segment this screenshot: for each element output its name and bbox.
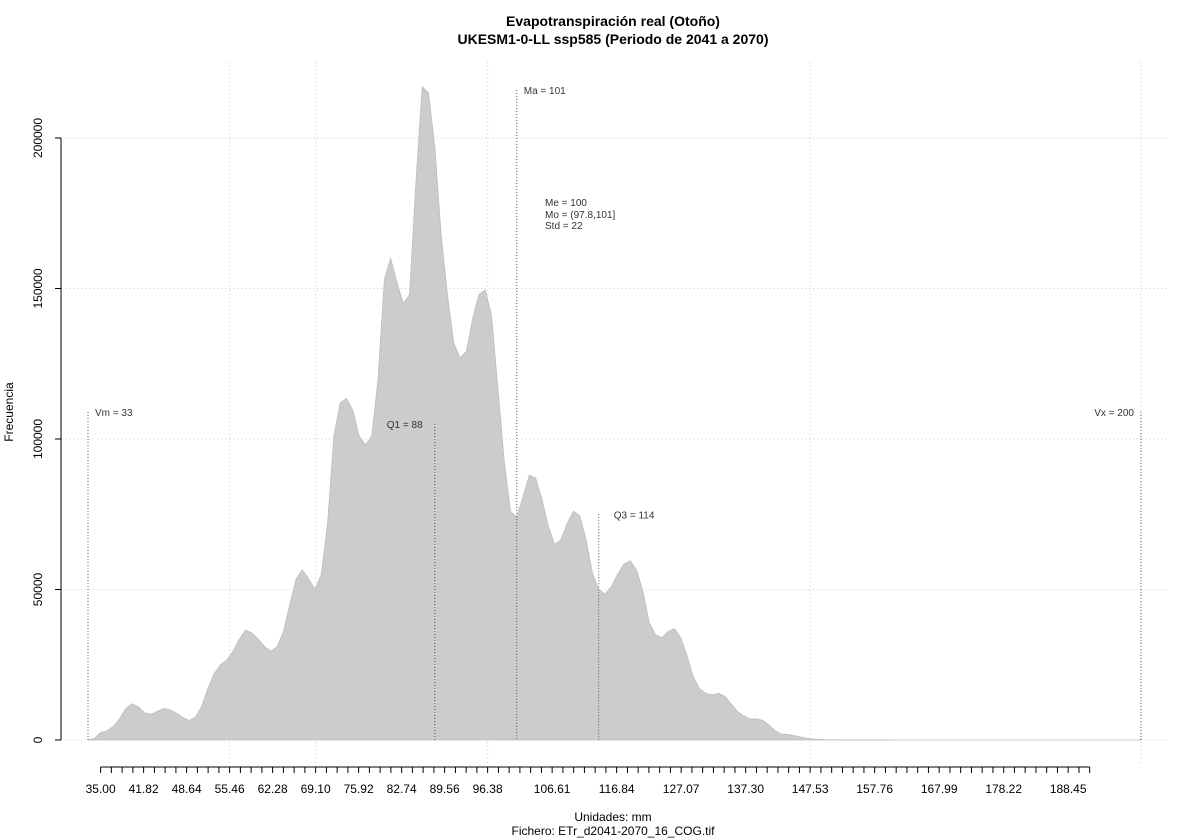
y-tick-label: 100000: [31, 419, 45, 459]
x-axis-label: Unidades: mm: [574, 810, 651, 824]
stat-std: Std = 22: [545, 221, 583, 232]
x-tick-label: 35.00: [86, 782, 116, 796]
x-tick-label: 55.46: [215, 782, 245, 796]
x-tick-label: 116.84: [599, 782, 635, 796]
x-tick-label: 178.22: [985, 782, 1022, 796]
stat-mode: Mo = (97.8,101]: [545, 210, 616, 221]
x-tick-label: 62.28: [258, 782, 288, 796]
x-tick-label: 75.92: [344, 782, 374, 796]
x-tick-label: 96.38: [473, 782, 503, 796]
x-tick-label: 188.45: [1050, 782, 1087, 796]
density-area-shape: [87, 85, 1141, 741]
marker-lines: Vm = 33 Q1 = 88 Ma = 101 Q3 = 114 Vx = 200: [87, 86, 1142, 740]
y-tick-label: 200000: [31, 118, 45, 158]
marker-label: Vm = 33: [95, 408, 133, 419]
x-tick-label: 157.76: [856, 782, 893, 796]
x-tick-label: 82.74: [387, 782, 417, 796]
x-tick-label: 69.10: [301, 782, 331, 796]
x-tick-label: 127.07: [663, 782, 700, 796]
y-tick-label: 50000: [31, 572, 45, 606]
x-tick-label: 167.99: [921, 782, 958, 796]
y-axis-label: Frecuencia: [2, 382, 16, 442]
file-caption: Fichero: ETr_d2041-2070_16_COG.tif: [512, 824, 716, 838]
density-area: [87, 85, 1141, 741]
marker-label: Q3 = 114: [614, 510, 655, 521]
stat-median: Me = 100: [545, 198, 587, 209]
x-tick-label: 147.53: [792, 782, 829, 796]
y-tick-label: 150000: [31, 268, 45, 308]
y-tick-label: 0: [31, 736, 45, 743]
x-tick-label: 41.82: [129, 782, 159, 796]
chart-subtitle: UKESM1-0-LL ssp585 (Periodo de 2041 a 20…: [458, 31, 769, 47]
marker-label: Ma = 101: [524, 86, 566, 97]
x-tick-label: 106.61: [534, 782, 571, 796]
x-axis: 35.00 41.82 48.64 55.46 62.28 69.10 75.92 82.74…: [86, 766, 1091, 796]
chart-title: Evapotranspiración real (Otoño): [506, 13, 720, 29]
marker-label: Vx = 200: [1094, 408, 1134, 419]
y-axis: 0 50000 100000 150000 200000: [31, 118, 62, 743]
stats-annotation: Me = 100 Mo = (97.8,101] Std = 22: [545, 198, 616, 232]
x-tick-label: 137.30: [727, 782, 764, 796]
x-tick-label: 48.64: [172, 782, 202, 796]
x-tick-label: 89.56: [430, 782, 460, 796]
marker-label: Q1 = 88: [387, 420, 423, 431]
